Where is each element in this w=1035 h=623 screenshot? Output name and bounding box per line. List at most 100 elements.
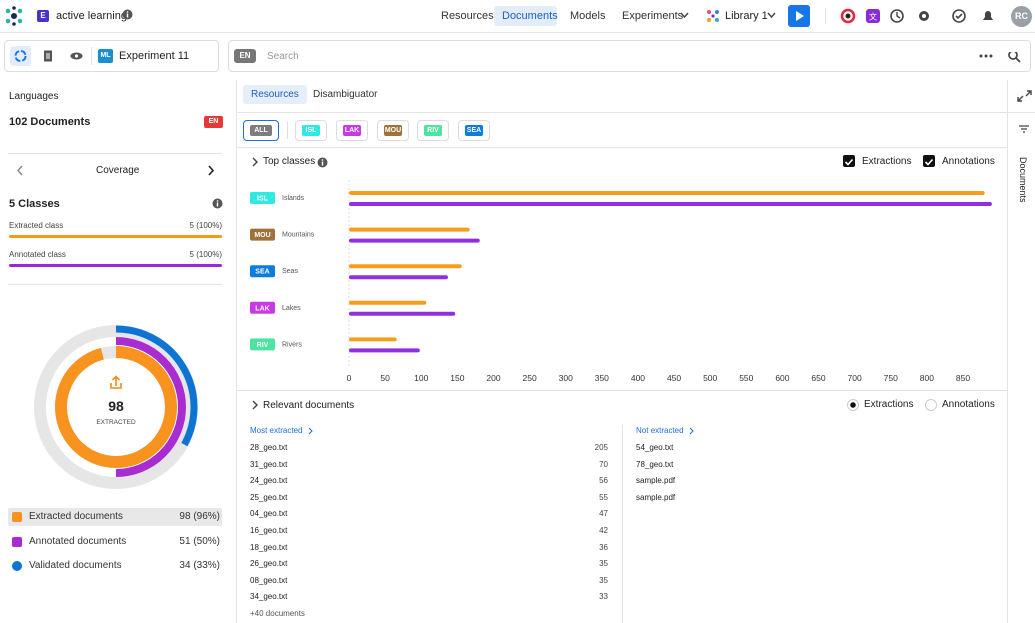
workspace-badge[interactable]: E bbox=[37, 10, 49, 22]
x-tick-label: 0 bbox=[347, 373, 352, 383]
document-name[interactable]: 28_geo.txt bbox=[250, 443, 288, 452]
search-actions[interactable] bbox=[978, 52, 1035, 66]
side-panel-label[interactable]: Documents bbox=[1018, 157, 1028, 203]
language-badge: EN bbox=[204, 116, 223, 128]
nav-item[interactable]: Models bbox=[570, 10, 606, 22]
chevron bbox=[689, 427, 694, 435]
document-name[interactable]: sample.pdf bbox=[636, 476, 676, 486]
side-icons[interactable] bbox=[1016, 89, 1032, 133]
header-icons[interactable]: 文 bbox=[840, 8, 1010, 24]
divider bbox=[8, 153, 222, 154]
class-bar-label: Annotated class bbox=[9, 250, 66, 259]
filter-frame[interactable] bbox=[243, 120, 279, 141]
mode-radio[interactable] bbox=[925, 399, 937, 411]
separator bbox=[825, 8, 826, 24]
more-documents[interactable]: +40 documents bbox=[250, 609, 305, 618]
nav-item[interactable]: Documents bbox=[502, 10, 558, 22]
legend-checkbox[interactable] bbox=[843, 155, 855, 167]
bar bbox=[349, 264, 462, 269]
doc-icon[interactable] bbox=[43, 50, 53, 62]
stat-label: Extracted documents bbox=[29, 511, 123, 522]
document-name[interactable]: 54_geo.txt bbox=[636, 443, 674, 452]
nav-active-bg bbox=[494, 6, 557, 26]
x-tick-label: 500 bbox=[703, 373, 717, 383]
filter-frame[interactable] bbox=[377, 120, 409, 141]
document-count: 56 bbox=[599, 476, 608, 486]
bar bbox=[349, 311, 456, 316]
document-name[interactable]: 18_geo.txt bbox=[250, 542, 288, 552]
app-name[interactable]: active learning bbox=[56, 10, 127, 22]
x-tick-label: 800 bbox=[920, 373, 934, 383]
mode-radio[interactable] bbox=[847, 399, 859, 411]
panel-divider bbox=[1007, 80, 1008, 623]
chevron[interactable] bbox=[251, 157, 259, 167]
svg-text:文: 文 bbox=[869, 12, 877, 22]
document-name[interactable]: 34_geo.txt bbox=[250, 592, 288, 602]
experiment-name[interactable]: Experiment 11 bbox=[119, 50, 190, 62]
document-name[interactable]: 78_geo.txt bbox=[636, 459, 674, 469]
bar bbox=[349, 227, 470, 232]
run-button[interactable] bbox=[788, 5, 810, 27]
class-badge bbox=[250, 192, 275, 204]
document-name[interactable]: 16_geo.txt bbox=[250, 526, 288, 535]
class-badge-label: SEA bbox=[255, 269, 269, 276]
filter-frame[interactable] bbox=[458, 120, 490, 141]
most-extracted-title[interactable]: Most extracted bbox=[250, 426, 303, 435]
info-icon[interactable] bbox=[317, 157, 328, 168]
info-icon[interactable] bbox=[212, 198, 223, 209]
x-tick-label: 850 bbox=[956, 373, 970, 383]
search-box[interactable] bbox=[228, 40, 1031, 72]
document-name[interactable]: sample.pdf bbox=[636, 492, 676, 502]
x-tick-label: 350 bbox=[595, 373, 609, 383]
class-bar-value: 5 (100%) bbox=[189, 221, 222, 230]
avatar[interactable]: RC bbox=[1011, 6, 1032, 27]
relevant-title: Relevant documents bbox=[263, 400, 355, 411]
class-badge-label: LAK bbox=[255, 305, 269, 312]
filter-frame[interactable] bbox=[336, 120, 368, 141]
not-extracted-title[interactable]: Not extracted bbox=[636, 426, 684, 435]
x-tick-label: 50 bbox=[380, 373, 390, 383]
x-tick-label: 600 bbox=[775, 373, 789, 383]
document-name[interactable]: 04_geo.txt bbox=[250, 509, 288, 519]
donut-label: EXTRACTED bbox=[96, 419, 136, 426]
donut-arc bbox=[115, 337, 186, 477]
class-bar-value: 5 (100%) bbox=[189, 250, 222, 259]
filter-chip: RIV bbox=[424, 125, 442, 136]
document-name[interactable]: 25_geo.txt bbox=[250, 492, 288, 502]
document-name[interactable]: 08_geo.txt bbox=[250, 575, 288, 585]
filter-border bbox=[237, 147, 1007, 148]
nav-item[interactable]: Resources bbox=[441, 10, 494, 22]
document-name[interactable]: 31_geo.txt bbox=[250, 459, 288, 469]
coverage-nav[interactable] bbox=[16, 165, 216, 176]
x-tick-label: 250 bbox=[522, 373, 536, 383]
document-name[interactable]: 26_geo.txt bbox=[250, 559, 288, 569]
document-count: 33 bbox=[599, 592, 608, 602]
language-badge[interactable]: EN bbox=[234, 49, 256, 63]
chart-border bbox=[237, 390, 1007, 391]
view-toggle[interactable] bbox=[10, 46, 31, 66]
filter-chip: ISL bbox=[302, 125, 320, 136]
filter-frame[interactable] bbox=[295, 120, 327, 141]
info-icon[interactable] bbox=[122, 9, 133, 20]
filter-frame[interactable] bbox=[417, 120, 449, 141]
class-bar bbox=[9, 235, 222, 238]
x-tick-label: 100 bbox=[414, 373, 428, 383]
stat-icon bbox=[12, 512, 22, 522]
document-name[interactable]: 24_geo.txt bbox=[250, 476, 288, 486]
filter-chip: ALL bbox=[250, 125, 272, 136]
legend-label: Extractions bbox=[862, 156, 912, 167]
tab[interactable]: Disambiguator bbox=[313, 89, 378, 100]
document-count: 36 bbox=[599, 542, 608, 552]
legend-checkbox[interactable] bbox=[923, 155, 935, 167]
library-select[interactable]: Library 1 bbox=[725, 10, 768, 22]
nav-item[interactable]: Experiments bbox=[622, 10, 684, 22]
x-tick-label: 450 bbox=[667, 373, 681, 383]
tab[interactable]: Resources bbox=[243, 85, 307, 104]
eye-icon[interactable] bbox=[70, 52, 83, 60]
chevron[interactable] bbox=[251, 400, 259, 410]
mode-label: Annotations bbox=[942, 399, 995, 410]
class-badge bbox=[250, 265, 275, 278]
class-badge bbox=[250, 301, 275, 314]
filter-chip: MOU bbox=[384, 125, 402, 136]
